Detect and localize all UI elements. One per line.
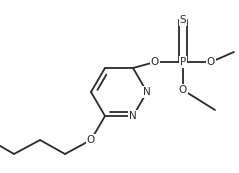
- Text: O: O: [151, 57, 159, 67]
- Text: N: N: [129, 111, 137, 121]
- Text: S: S: [180, 15, 186, 25]
- Text: O: O: [179, 85, 187, 95]
- Text: N: N: [143, 87, 151, 97]
- Text: O: O: [87, 135, 95, 145]
- Text: O: O: [207, 57, 215, 67]
- Text: P: P: [180, 57, 186, 67]
